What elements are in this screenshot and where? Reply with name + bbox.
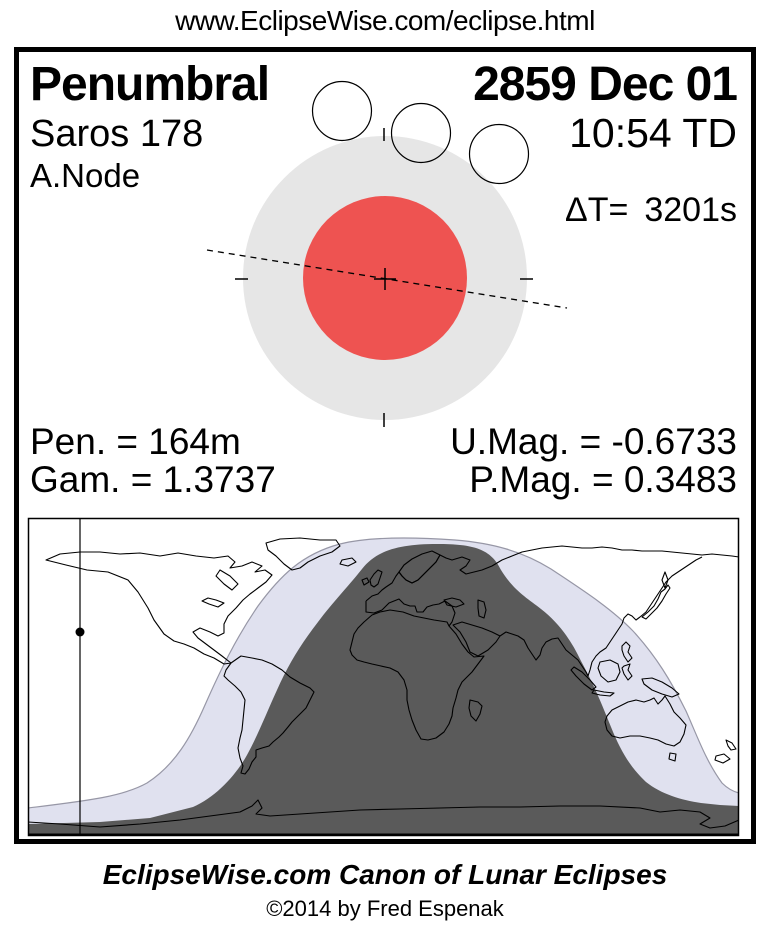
delta-t-value: 3201s [644, 191, 737, 229]
coastlines [28, 537, 739, 829]
delta-t-symbol: ΔT= [565, 191, 629, 229]
url-header: www.EclipseWise.com/eclipse.html [175, 5, 595, 36]
moon-circle-greatest [390, 102, 452, 164]
node-label: A.Node [30, 157, 141, 194]
footer-copyright: ©2014 by Fred Espenak [266, 896, 504, 921]
footer-title: EclipseWise.com Canon of Lunar Eclipses [102, 859, 668, 890]
moon-path-dashed-line [206, 249, 568, 309]
moon-circle-last-contact [468, 123, 530, 185]
saros-label: Saros 178 [30, 113, 204, 155]
gamma-stat: Gam. = 1.3737 [30, 459, 276, 500]
delta-t-label: ΔT= 3201s [529, 159, 737, 261]
penumbral-duration-stat: Pen. = 164m [30, 421, 241, 462]
shadow-axis-ticks [235, 128, 533, 427]
moon-circle-first-contact [311, 80, 373, 142]
eclipse-not-visible-zone [28, 544, 739, 836]
penumbral-magnitude-stat: P.Mag. = 0.3483 [469, 459, 737, 500]
umbral-magnitude-stat: U.Mag. = -0.6733 [450, 421, 737, 462]
eclipse-time-label: 10:54 TD [569, 110, 737, 156]
moon-position-circles [311, 80, 530, 185]
eclipse-date-label: 2859 Dec 01 [473, 58, 738, 111]
eclipse-type-label: Penumbral [30, 58, 270, 111]
sublunar-point-dot [75, 627, 85, 637]
